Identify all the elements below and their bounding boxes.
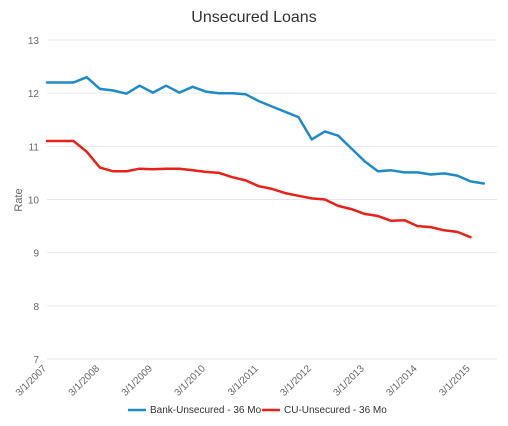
series-lines [45,75,486,239]
x-tick-label: 3/1/2008 [67,363,103,399]
x-tick-label: 3/1/2015 [437,363,473,399]
y-tick-label: 11 [29,142,40,153]
x-tick-label: 3/1/2014 [384,363,420,399]
y-axis-label: Rate [13,188,25,211]
series-line-1 [45,75,486,185]
legend-label[interactable]: Bank-Unsecured - 36 Mo [150,405,262,416]
x-tick-label: 3/1/2007 [14,363,50,399]
x-tick-label: 3/1/2010 [173,363,209,399]
y-tick-label: 8 [33,302,39,313]
x-axis-ticks: 3/1/2007 3/1/2008 3/1/2009 3/1/2010 3/1/2011… [14,363,473,399]
y-tick-label: 12 [28,89,40,100]
gridlines [47,39,497,360]
chart-title: Unsecured Loans [191,9,316,26]
y-tick-label: 10 [28,196,40,207]
y-tick-label: 9 [33,249,39,260]
x-tick-label: 3/1/2012 [279,363,315,399]
y-tick-label: 7 [33,355,39,366]
x-tick-label: 3/1/2013 [331,363,367,399]
series-line-2 [45,139,472,239]
x-tick-label: 3/1/2011 [226,363,261,398]
legend: Bank-Unsecured - 36 Mo CU-Unsecured - 36 … [128,405,387,416]
y-tick-label: 13 [28,36,40,47]
y-axis-ticks: 7 8 9 10 11 12 13 [28,36,40,366]
x-tick-label: 3/1/2009 [120,363,156,399]
legend-label[interactable]: CU-Unsecured - 36 Mo [284,405,387,416]
